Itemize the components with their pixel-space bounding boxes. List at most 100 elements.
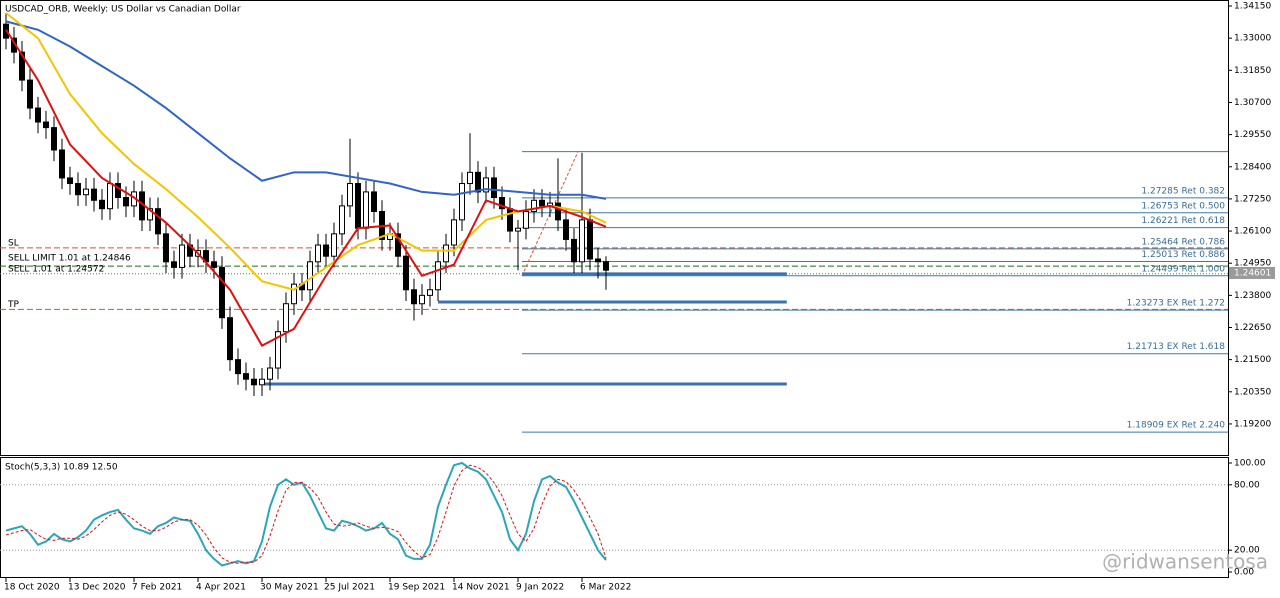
y-tick-label: 1.31850: [1234, 66, 1271, 76]
y-tick-label: 20.00: [1234, 546, 1260, 556]
candle-body: [603, 261, 609, 271]
stoch-title: Stoch(5,3,3) 10.89 12.50: [5, 463, 118, 473]
candle-body: [19, 51, 25, 81]
candle-body: [427, 289, 433, 296]
candle-body: [59, 149, 65, 179]
candle-body: [179, 244, 185, 268]
candle-body: [363, 191, 369, 229]
candle-body: [467, 171, 473, 185]
candle-body: [75, 183, 81, 196]
y-tick-label: 1.20350: [1234, 387, 1271, 397]
order-label: SL: [8, 238, 19, 248]
fib-label: 1.23273 EX Ret 1.272: [1127, 299, 1225, 309]
x-tick-label: 6 Mar 2022: [580, 583, 631, 593]
candle-body: [155, 208, 161, 235]
candle-body: [35, 107, 41, 123]
y-tick-label: 1.30700: [1234, 98, 1271, 108]
candle-body: [539, 199, 545, 207]
fib-label: 1.26753 Ret 0.500: [1141, 201, 1225, 211]
x-tick-label: 4 Apr 2021: [196, 583, 246, 593]
candle-body: [291, 283, 297, 305]
candle-body: [459, 183, 465, 221]
candle-body: [523, 210, 529, 229]
fib-label: 1.27285 Ret 0.382: [1141, 186, 1225, 196]
candle-body: [531, 199, 537, 212]
candle-body: [275, 331, 281, 369]
candle-body: [67, 177, 73, 185]
candle-body: [227, 317, 233, 361]
y-tick-label: 1.19200: [1234, 419, 1271, 429]
candle-body: [563, 219, 569, 240]
candle-body: [507, 208, 513, 232]
x-tick-label: 25 Jul 2021: [324, 583, 375, 593]
fib-label: 1.24499 Ret 1.000: [1141, 264, 1225, 274]
candle-body: [235, 359, 241, 375]
candle-body: [403, 255, 409, 291]
series-line: [5, 461, 607, 567]
fib-label: 1.18909 EX Ret 2.240: [1127, 421, 1226, 431]
y-tick-label: 80.00: [1234, 480, 1260, 490]
candle-body: [147, 208, 153, 221]
x-tick-label: 13 Dec 2020: [68, 583, 126, 593]
watermark: @ridwansentosa: [1102, 550, 1268, 574]
last-price: 1.24601: [1234, 268, 1271, 278]
candle-body: [371, 191, 377, 212]
candle-body: [99, 199, 105, 210]
candle-body: [571, 238, 577, 263]
candle-body: [123, 197, 129, 207]
candle-body: [499, 197, 505, 210]
y-tick-label: 1.33000: [1234, 34, 1271, 44]
candle-body: [43, 121, 49, 129]
candle-body: [211, 261, 217, 268]
order-label: SELL 1.01 at 1.24572: [8, 264, 104, 274]
candle-body: [243, 373, 249, 380]
candle-body: [115, 183, 121, 199]
fib-label: 1.25013 Ret 0.886: [1141, 250, 1225, 260]
x-tick-label: 9 Jan 2022: [516, 583, 564, 593]
candle-body: [475, 171, 481, 193]
y-tick-label: 1.27250: [1234, 194, 1271, 204]
y-tick-label: 1.26100: [1234, 227, 1271, 237]
candle-body: [491, 177, 497, 199]
y-tick-label: 1.21500: [1234, 355, 1271, 365]
series-line: [5, 464, 607, 564]
candle-body: [83, 188, 89, 196]
candle-body: [219, 266, 225, 319]
y-tick-label: 1.24950: [1234, 259, 1271, 269]
x-tick-label: 14 Nov 2021: [452, 583, 510, 593]
candle-body: [515, 227, 521, 232]
candle-body: [251, 378, 257, 386]
chart-title: USDCAD_ORB, Weekly: US Dollar vs Canadia…: [5, 5, 241, 15]
candle-body: [267, 367, 273, 380]
candle-body: [283, 303, 289, 333]
y-tick-label: 1.28400: [1234, 162, 1271, 172]
y-tick-label: 1.29550: [1234, 130, 1271, 140]
fib-label: 1.26221 Ret 0.618: [1141, 216, 1225, 226]
candle-body: [555, 202, 561, 221]
candle-body: [315, 244, 321, 263]
series-line: [5, 29, 607, 348]
x-tick-label: 19 Sep 2021: [388, 583, 445, 593]
series-line: [5, 12, 607, 291]
order-label: TP: [7, 300, 19, 310]
last-price-box: [1229, 266, 1275, 279]
trendline: [521, 151, 579, 276]
candle-body: [347, 183, 353, 207]
candle-body: [51, 127, 57, 151]
candle-body: [339, 205, 345, 235]
candle-body: [107, 183, 113, 210]
candle-body: [91, 188, 97, 201]
candle-body: [395, 233, 401, 257]
fib-label: 1.21713 EX Ret 1.618: [1127, 342, 1226, 352]
candle-body: [259, 378, 265, 386]
candle-body: [411, 289, 417, 305]
candle-body: [27, 79, 33, 109]
candle-body: [579, 219, 585, 263]
main-panel: [0, 0, 1229, 456]
candle-body: [595, 258, 601, 263]
y-tick-label: 1.22650: [1234, 323, 1271, 333]
y-tick-label: 1.23800: [1234, 291, 1271, 301]
candle-body: [483, 177, 489, 193]
candle-body: [355, 183, 361, 229]
